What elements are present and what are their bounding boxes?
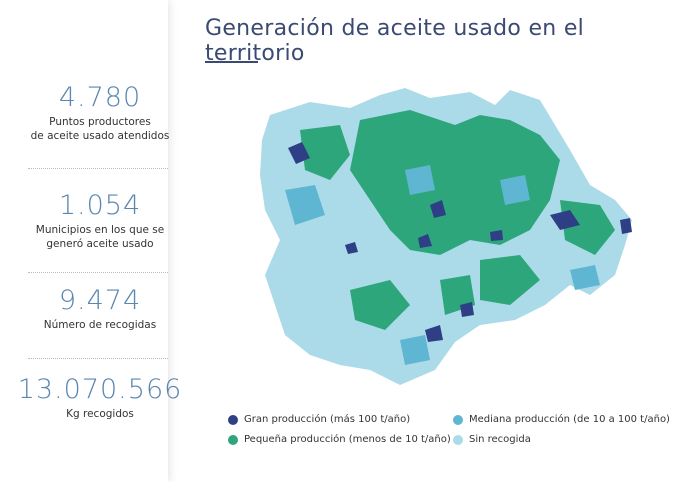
legend-swatch [228,414,238,425]
separator [28,168,168,169]
legend-label: Pequeña producción (menos de 10 t/año) [244,434,451,445]
stat-label-line: Puntos productores [49,116,151,128]
legend-item: Sin recogida [453,434,531,445]
small-production-areas [300,110,615,330]
stat-label: Municipios en los que se generó aceite us… [10,223,190,251]
legend-swatch [453,434,463,445]
stat-value: 13.070.566 [17,374,183,405]
separator [28,272,168,273]
legend-item: Pequeña producción (menos de 10 t/año) [228,434,451,445]
legend-item: Gran producción (más 100 t/año) [228,414,410,425]
stat-label-line: Municipios en los que se [35,224,165,236]
stat-label: Kg recogidos [10,407,190,421]
title-underline [205,61,258,63]
stat-label: Número de recogidas [10,318,190,332]
stat: 4.780 Puntos productores de aceite usado a… [10,82,190,143]
legend-swatch [453,414,463,425]
legend-swatch [228,434,238,445]
stat-value: 9.474 [58,285,142,316]
stats-panel [0,0,168,482]
legend-label: Gran producción (más 100 t/año) [244,414,411,425]
legend-item: Mediana producción (de 10 a 100 t/año) [453,414,670,425]
stat: 13.070.566 Kg recogidos [10,374,190,421]
stat-label-line: Kg recogidos [66,408,134,420]
stat-label-line: Número de recogidas [43,319,157,331]
title: Generación de aceite usado en el territo… [205,16,585,66]
legend-label: Sin recogida [469,434,531,445]
stat-label: Puntos productores de aceite usado atendi… [10,115,190,143]
stat-value: 1.054 [58,190,142,221]
stat-label-line: de aceite usado atendidos [30,130,170,142]
medium-production-areas [285,165,600,365]
region-map [260,88,632,385]
stat-label-line: generó aceite usado [46,238,154,250]
stat: 9.474 Número de recogidas [10,285,190,332]
separator [28,358,168,359]
stat: 1.054 Municipios en los que se generó acei… [10,190,190,251]
large-production-areas [288,142,632,342]
legend-label: Mediana producción (de 10 a 100 t/año) [469,414,670,425]
stat-value: 4.780 [58,82,142,113]
